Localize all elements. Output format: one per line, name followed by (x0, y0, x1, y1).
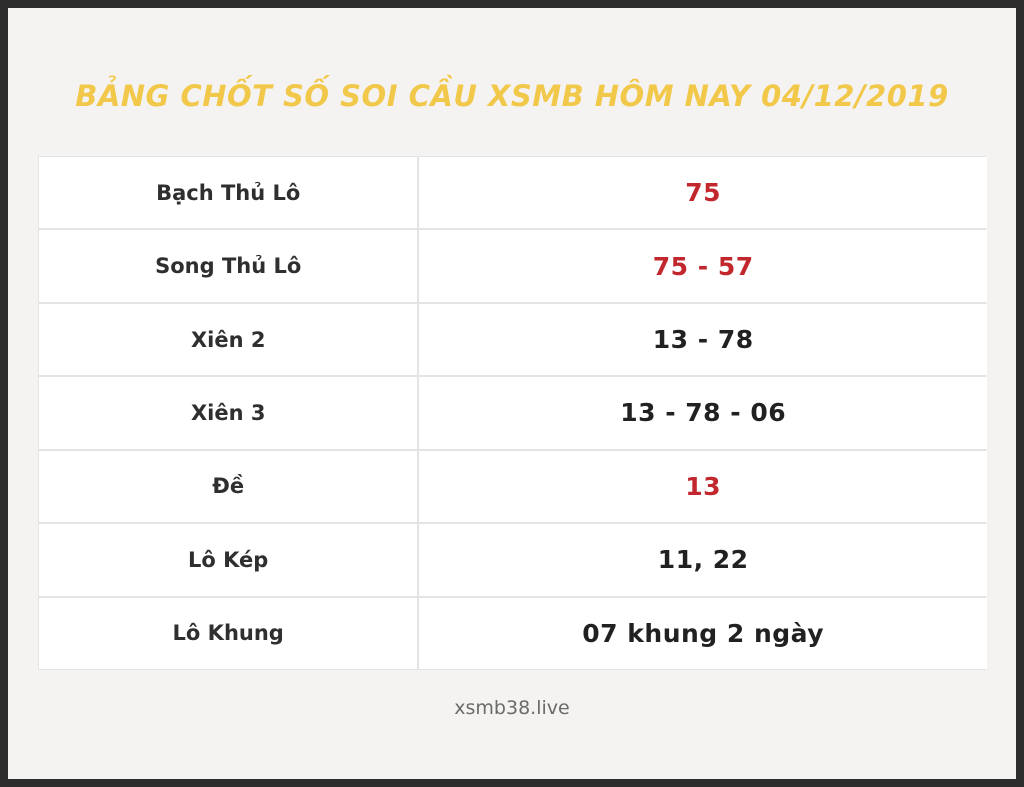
row-value-xien-2: 13 - 78 (419, 303, 987, 376)
row-label-xien-2: Xiên 2 (39, 303, 418, 376)
row-value-xien-3: 13 - 78 - 06 (419, 377, 987, 449)
row-label-de: Đề (39, 450, 418, 523)
row-value-lo-kep: 11, 22 (419, 524, 987, 596)
prediction-table: Bạch Thủ Lô 75 Song Thủ Lô 75 - 57 Xiên … (38, 156, 987, 670)
page-title: BẢNG CHỐT SỐ SOI CẦU XSMB HÔM NAY 04/12/… (75, 79, 949, 113)
row-value-song-thu-lo: 75 - 57 (419, 230, 987, 302)
row-value-de: 13 (419, 450, 987, 523)
row-label-lo-kep: Lô Kép (39, 524, 418, 596)
row-value-bach-thu-lo: 75 (419, 157, 987, 229)
row-label-xien-3: Xiên 3 (39, 377, 418, 449)
row-value-lo-khung: 07 khung 2 ngày (419, 597, 987, 669)
row-label-lo-khung: Lô Khung (39, 597, 418, 669)
row-label-song-thu-lo: Song Thủ Lô (39, 230, 418, 302)
site-footer: xsmb38.live (454, 697, 570, 719)
row-label-bach-thu-lo: Bạch Thủ Lô (39, 157, 418, 229)
